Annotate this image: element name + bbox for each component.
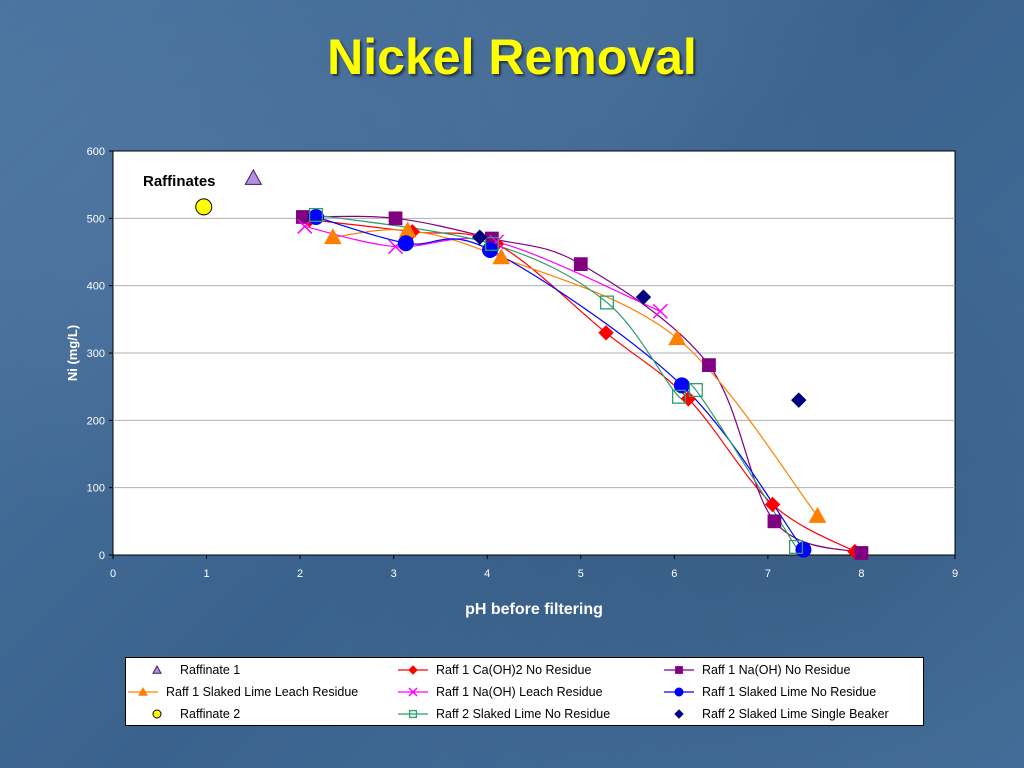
legend-marker — [674, 687, 684, 697]
series-line-5 — [315, 216, 804, 550]
x-tick-label: 3 — [391, 568, 397, 580]
legend-item-raff1-slaked-lime-no-residue: Raff 1 Slaked Lime No Residue — [662, 683, 876, 701]
data-point — [635, 289, 652, 305]
legend-marker-icon — [664, 687, 694, 697]
legend-label: Raff 2 Slaked Lime Single Beaker — [702, 707, 889, 721]
legend-label: Raff 1 Na(OH) No Residue — [702, 663, 851, 677]
data-point — [324, 228, 342, 245]
legend-marker — [138, 686, 148, 696]
legend-marker-icon — [398, 665, 428, 675]
y-tick-label: 100 — [87, 483, 105, 495]
x-tick-label: 7 — [765, 568, 771, 580]
data-point — [652, 303, 668, 319]
data-point — [795, 541, 812, 558]
y-tick-label: 300 — [87, 348, 105, 360]
data-point — [308, 207, 324, 222]
legend-item-raffinate-1: Raffinate 1 — [140, 661, 240, 679]
legend-item-raff1-caoh2-no-residue: Raff 1 Ca(OH)2 No Residue — [396, 661, 591, 679]
data-point — [296, 210, 310, 224]
legend-marker — [152, 664, 162, 674]
data-point — [472, 229, 488, 245]
legend-label: Raff 1 Ca(OH)2 No Residue — [436, 663, 592, 677]
data-point — [854, 546, 869, 560]
legend-marker-icon — [152, 709, 162, 719]
x-tick-label: 6 — [671, 568, 677, 580]
data-point — [788, 539, 803, 554]
legend-item-raff1-slaked-lime-leach-residue: Raff 1 Slaked Lime Leach Residue — [126, 683, 358, 701]
x-tick-label: 0 — [110, 568, 116, 580]
slide-title: Nickel Removal — [327, 29, 697, 85]
legend-label: Raff 1 Na(OH) Leach Residue — [436, 685, 603, 699]
legend-marker — [674, 709, 684, 719]
x-tick-label: 2 — [297, 568, 303, 580]
legend-item-raff2-slaked-lime-single-beaker: Raff 2 Slaked Lime Single Beaker — [662, 705, 889, 723]
legend-marker — [408, 709, 418, 719]
x-stroke — [652, 303, 668, 319]
x-tick-label: 9 — [952, 568, 958, 580]
legend-marker-icon — [398, 709, 428, 719]
data-point — [791, 392, 807, 408]
legend-item-raffinate-2: Raffinate 2 — [140, 705, 240, 723]
data-point — [492, 248, 511, 265]
series-line-7 — [315, 214, 797, 548]
y-tick-label: 0 — [99, 550, 105, 562]
data-point — [599, 295, 614, 310]
legend-marker-icon — [674, 709, 684, 719]
legend-marker — [152, 709, 162, 719]
data-point — [308, 208, 325, 225]
legend-marker — [408, 665, 418, 675]
legend-marker-icon — [398, 687, 428, 697]
raffinates-annotation: Raffinates — [143, 173, 216, 190]
x-tick-label: 4 — [484, 568, 490, 580]
data-point — [764, 496, 781, 513]
x-axis-label: pH before filtering — [465, 601, 603, 618]
legend-marker — [675, 666, 683, 674]
legend-marker — [408, 687, 418, 697]
y-tick-label: 400 — [87, 281, 105, 293]
x-tick-label: 1 — [203, 568, 209, 580]
data-point — [598, 325, 614, 341]
chart-legend: Raffinate 1 Raff 1 Ca(OH)2 No Residue Ra… — [125, 657, 924, 726]
data-point — [808, 506, 827, 523]
data-point — [671, 389, 687, 404]
x-tick-label: 8 — [858, 568, 864, 580]
data-point — [702, 358, 716, 372]
data-point — [668, 329, 686, 346]
data-point — [688, 383, 703, 398]
x-tick-label: 5 — [578, 568, 584, 580]
y-tick-label: 200 — [87, 415, 105, 427]
data-point — [397, 235, 414, 252]
legend-label: Raff 2 Slaked Lime No Residue — [436, 707, 611, 721]
y-axis-label: Ni (mg/L) — [65, 325, 80, 381]
data-point — [195, 198, 213, 216]
legend-item-raff1-naoh-leach-residue: Raff 1 Na(OH) Leach Residue — [396, 683, 603, 701]
data-point — [573, 257, 588, 271]
legend-label: Raff 1 Slaked Lime Leach Residue — [166, 685, 359, 699]
legend-item-raff2-slaked-lime-no-residue: Raff 2 Slaked Lime No Residue — [396, 705, 610, 723]
y-tick-label: 500 — [87, 213, 105, 225]
y-tick-label: 600 — [87, 146, 105, 158]
legend-marker-icon — [664, 666, 694, 674]
ni-vs-ph-chart: 0 100 200 300 400 500 600 0 1 2 3 4 5 6 7 8 9 pH before f… — [65, 146, 958, 618]
x-stroke — [408, 687, 418, 697]
legend-marker-icon — [152, 664, 162, 674]
legend-label: Raffinate 2 — [180, 707, 241, 721]
data-point — [388, 211, 403, 226]
data-point — [767, 514, 782, 529]
legend-item-raff1-naoh-no-residue: Raff 1 Na(OH) No Residue — [662, 661, 850, 679]
legend-label: Raffinate 1 — [180, 663, 241, 677]
legend-marker-icon — [128, 686, 158, 696]
legend-label: Raff 1 Slaked Lime No Residue — [702, 685, 877, 699]
data-point — [484, 236, 499, 251]
data-point — [244, 168, 263, 185]
